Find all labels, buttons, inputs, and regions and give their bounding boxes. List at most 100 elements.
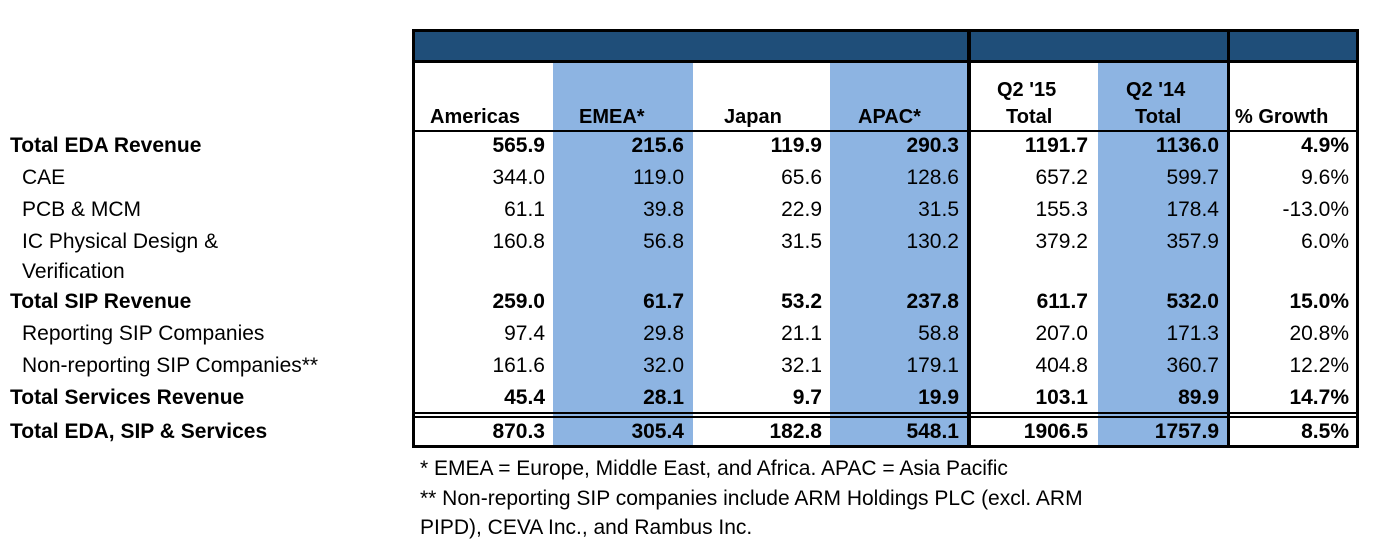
table-cell: 32.1 bbox=[781, 354, 822, 377]
table-cell: 31.5 bbox=[918, 198, 959, 221]
table-cell: 207.0 bbox=[1035, 322, 1088, 345]
separator-regions-totals bbox=[967, 29, 971, 448]
table-cell: -13.0% bbox=[1282, 198, 1349, 221]
table-cell: 237.8 bbox=[906, 290, 959, 313]
table-cell: 161.6 bbox=[492, 354, 545, 377]
table-cell: 103.1 bbox=[1035, 386, 1088, 409]
table-cell: 97.4 bbox=[504, 322, 545, 345]
table-cell: 259.0 bbox=[492, 290, 545, 313]
table-cell: 160.8 bbox=[492, 230, 545, 253]
row-label-nonreporting-sip: Non-reporting SIP Companies** bbox=[22, 354, 319, 377]
row-label-ic-physical-line2: Verification bbox=[22, 260, 125, 283]
table-cell: 22.9 bbox=[781, 198, 822, 221]
row-label-total-sip: Total SIP Revenue bbox=[10, 290, 192, 313]
table-cell: 182.8 bbox=[769, 420, 822, 443]
row-label-reporting-sip: Reporting SIP Companies bbox=[22, 322, 265, 345]
table-cell: 657.2 bbox=[1035, 166, 1088, 189]
table-cell: 565.9 bbox=[492, 134, 545, 157]
header-band-bottom bbox=[412, 60, 1359, 63]
table-left-border bbox=[412, 29, 415, 448]
col-header-japan: Japan bbox=[724, 106, 782, 128]
table-cell: 548.1 bbox=[906, 420, 959, 443]
apac-column-shade bbox=[830, 63, 969, 447]
table-cell: 6.0% bbox=[1301, 230, 1349, 253]
header-band-totals bbox=[971, 31, 1227, 60]
table-cell: 28.1 bbox=[643, 386, 684, 409]
row-label-total-eda: Total EDA Revenue bbox=[10, 134, 202, 157]
table-cell: 21.1 bbox=[781, 322, 822, 345]
table-cell: 58.8 bbox=[918, 322, 959, 345]
footnote-regions: * EMEA = Europe, Middle East, and Africa… bbox=[420, 457, 1008, 480]
table-cell: 12.2% bbox=[1289, 354, 1349, 377]
table-cell: 155.3 bbox=[1035, 198, 1088, 221]
table-cell: 20.8% bbox=[1289, 322, 1349, 345]
col-header-emea: EMEA* bbox=[579, 106, 645, 128]
table-cell: 32.0 bbox=[643, 354, 684, 377]
table-cell: 178.4 bbox=[1166, 198, 1219, 221]
table-cell: 4.9% bbox=[1301, 134, 1349, 157]
col-header-q215-line2: Total bbox=[1006, 106, 1053, 128]
row-label-total-services: Total Services Revenue bbox=[10, 386, 245, 409]
header-band-growth bbox=[1230, 31, 1356, 60]
table-cell: 14.7% bbox=[1289, 386, 1349, 409]
header-bottom-line bbox=[412, 130, 1359, 132]
separator-totals-growth bbox=[1227, 29, 1230, 448]
col-header-americas: Americas bbox=[430, 106, 521, 128]
table-cell: 119.0 bbox=[633, 166, 684, 189]
table-cell: 39.8 bbox=[643, 198, 684, 221]
table-cell: 870.3 bbox=[492, 420, 545, 443]
table-bottom-border bbox=[412, 445, 1359, 448]
table-cell: 1136.0 bbox=[1155, 134, 1219, 157]
table-cell: 215.6 bbox=[631, 134, 684, 157]
table-top-border bbox=[412, 29, 1359, 32]
table-cell: 65.6 bbox=[781, 166, 822, 189]
table-cell: 45.4 bbox=[504, 386, 545, 409]
col-header-q214-line2: Total bbox=[1135, 106, 1182, 128]
table-cell: 61.1 bbox=[504, 198, 545, 221]
table-cell: 9.7 bbox=[792, 386, 822, 409]
table-cell: 53.2 bbox=[781, 290, 822, 313]
footnote-nonreporting: ** Non-reporting SIP companies include A… bbox=[420, 487, 1083, 510]
row-label-pcb-mcm: PCB & MCM bbox=[22, 198, 142, 221]
row-label-grand-total: Total EDA, SIP & Services bbox=[10, 420, 268, 443]
header-band-regions bbox=[414, 31, 968, 60]
col-header-apac: APAC* bbox=[858, 106, 921, 128]
table-cell: 61.7 bbox=[643, 290, 684, 313]
table-cell: 357.9 bbox=[1166, 230, 1219, 253]
table-cell: 532.0 bbox=[1166, 290, 1219, 313]
table-right-border bbox=[1356, 29, 1359, 448]
table-cell: 89.9 bbox=[1178, 386, 1219, 409]
table-cell: 179.1 bbox=[906, 354, 959, 377]
table-cell: 171.3 bbox=[1166, 322, 1219, 345]
table-cell: 290.3 bbox=[906, 134, 959, 157]
emea-column-shade bbox=[553, 63, 693, 447]
col-header-growth: % Growth bbox=[1235, 106, 1329, 128]
table-cell: 305.4 bbox=[631, 420, 684, 443]
total-row-top-line1 bbox=[412, 412, 1359, 414]
col-header-q214-line1: Q2 '14 bbox=[1126, 79, 1186, 101]
table-cell: 119.9 bbox=[770, 134, 822, 157]
table-cell: 130.2 bbox=[906, 230, 959, 253]
table-cell: 1906.5 bbox=[1023, 420, 1088, 443]
table-cell: 128.6 bbox=[906, 166, 959, 189]
table-cell: 31.5 bbox=[781, 230, 822, 253]
table-cell: 379.2 bbox=[1035, 230, 1088, 253]
table-cell: 599.7 bbox=[1166, 166, 1219, 189]
row-label-ic-physical: IC Physical Design & bbox=[22, 230, 219, 253]
table-cell: 29.8 bbox=[643, 322, 684, 345]
table-cell: 360.7 bbox=[1166, 354, 1219, 377]
table-cell: 1191.7 bbox=[1024, 134, 1088, 157]
total-row-top-line2 bbox=[412, 416, 1359, 418]
q214-column-shade bbox=[1098, 63, 1227, 447]
row-label-cae: CAE bbox=[22, 166, 66, 189]
table-cell: 15.0% bbox=[1289, 290, 1349, 313]
table-cell: 404.8 bbox=[1035, 354, 1088, 377]
col-header-q215-line1: Q2 '15 bbox=[997, 79, 1057, 101]
table-cell: 56.8 bbox=[643, 230, 684, 253]
table-cell: 19.9 bbox=[918, 386, 959, 409]
table-cell: 9.6% bbox=[1301, 166, 1349, 189]
table-cell: 8.5% bbox=[1301, 420, 1349, 443]
table-cell: 344.0 bbox=[492, 166, 545, 189]
footnote-nonreporting-cont: PIPD), CEVA Inc., and Rambus Inc. bbox=[420, 516, 753, 539]
table-cell: 611.7 bbox=[1036, 290, 1088, 313]
